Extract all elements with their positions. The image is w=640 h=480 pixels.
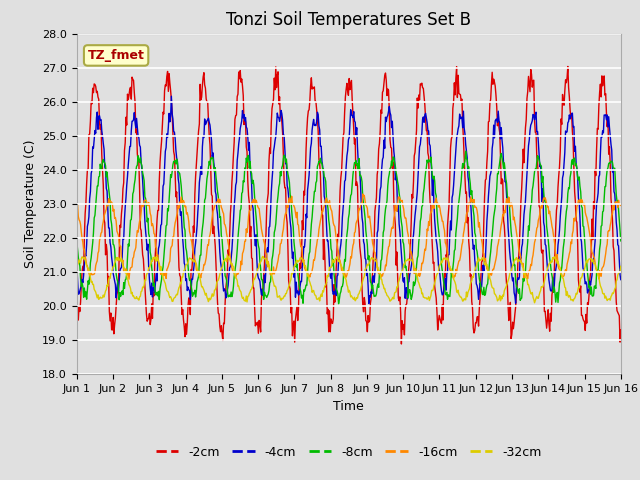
X-axis label: Time: Time (333, 400, 364, 413)
Y-axis label: Soil Temperature (C): Soil Temperature (C) (24, 140, 36, 268)
Title: Tonzi Soil Temperatures Set B: Tonzi Soil Temperatures Set B (227, 11, 471, 29)
Legend: -2cm, -4cm, -8cm, -16cm, -32cm: -2cm, -4cm, -8cm, -16cm, -32cm (151, 441, 547, 464)
Text: TZ_fmet: TZ_fmet (88, 49, 145, 62)
